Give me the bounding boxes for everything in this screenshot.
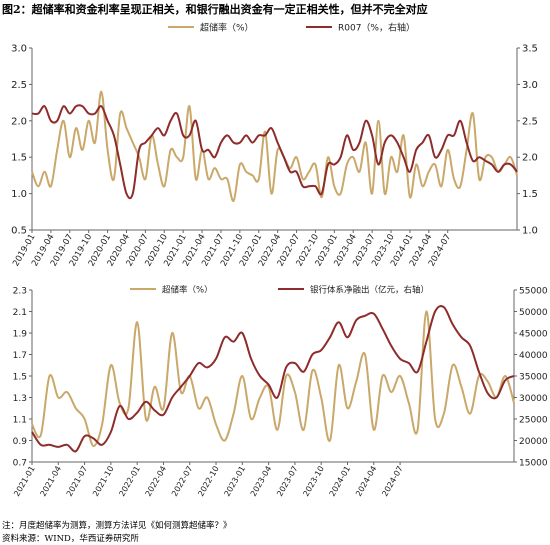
legend-label-0: 超储率（%）	[200, 22, 254, 34]
y2-tick-label: 45000	[519, 330, 548, 340]
y-tick-label: 3.0	[11, 44, 27, 55]
y-tick-label: 0.5	[11, 226, 27, 237]
y-tick-label: 1.3	[13, 394, 27, 404]
y-tick-label: 2.0	[11, 116, 27, 127]
y2-tick-label: 25000	[519, 416, 548, 426]
y2-tick-label: 15000	[519, 459, 548, 469]
y2-tick-label: 35000	[519, 373, 548, 383]
x-tick-label: 2021-04	[39, 465, 64, 498]
chart-r007-excess-reserve: 0.51.01.52.02.53.01.01.52.02.53.03.52019…	[11, 22, 538, 269]
legend-label-1: 银行体系净融出（亿元，右轴）	[310, 285, 429, 296]
x-tick-label: 2023-04	[249, 465, 274, 498]
legend-label-1: R007（%，右轴）	[338, 22, 415, 34]
y-tick-label: 2.1	[13, 308, 27, 318]
x-tick-label: 2022-10	[196, 465, 221, 498]
y2-tick-label: 2.0	[522, 153, 538, 164]
x-tick-label: 2023-07	[275, 465, 300, 498]
y2-tick-label: 3.0	[522, 80, 538, 91]
y2-tick-label: 20000	[519, 437, 548, 447]
source-note: 资料来源：WIND，华西证券研究所	[2, 534, 139, 544]
x-tick-label: 2023-10	[301, 465, 326, 498]
series-line-0	[31, 90, 518, 202]
x-tick-label: 2022-04	[144, 465, 169, 498]
y-tick-label: 1.0	[11, 189, 27, 200]
y2-tick-label: 30000	[519, 394, 548, 404]
y-tick-label: 1.5	[13, 373, 27, 383]
y2-tick-label: 40000	[519, 351, 548, 361]
y-tick-label: 0.9	[13, 437, 28, 447]
y2-tick-label: 2.5	[522, 116, 538, 127]
x-tick-label: 2024-07	[380, 465, 405, 498]
series-line-1	[31, 104, 518, 200]
y2-tick-label: 50000	[519, 308, 548, 318]
y-tick-label: 2.5	[11, 80, 27, 91]
y2-tick-label: 55000	[519, 287, 548, 297]
x-tick-label: 2021-07	[65, 465, 90, 498]
x-tick-label: 2021-10	[91, 465, 116, 498]
x-tick-label: 2022-07	[170, 465, 195, 498]
y2-tick-label: 1.0	[522, 226, 538, 237]
series-line-1	[31, 305, 515, 453]
x-tick-label: 2024-01	[328, 465, 353, 498]
legend-label-0: 超储率（%）	[162, 285, 213, 296]
x-tick-label: 2022-01	[117, 465, 142, 498]
y-tick-label: 1.1	[13, 416, 27, 426]
x-tick-label: 2023-01	[223, 465, 248, 498]
y-tick-label: 1.7	[13, 351, 27, 361]
y-tick-label: 2.3	[13, 287, 27, 297]
y-tick-label: 1.5	[11, 153, 27, 164]
chart-net-lending-excess-reserve: 0.7 0.9 1.1 1.3 1.5 1.7 1.9 2.1 2.3 15000 20000 250…	[12, 285, 548, 498]
y2-tick-label: 1.5	[522, 189, 538, 200]
method-note: 注：月度超储率为测算，测算方法详见《如何测算超储率？》	[2, 521, 232, 531]
x-tick-label: 2024-04	[354, 465, 379, 498]
y-tick-label: 1.9	[13, 330, 28, 340]
y2-tick-label: 3.5	[522, 44, 538, 55]
y-tick-label: 0.7	[13, 459, 27, 469]
figure-title: 图2：超储率和资金利率呈现正相关，和银行融出资金有一定正相关性，但并不完全对应	[2, 3, 428, 16]
x-tick-label: 2021-01	[12, 465, 37, 498]
series-line-0	[31, 310, 515, 447]
